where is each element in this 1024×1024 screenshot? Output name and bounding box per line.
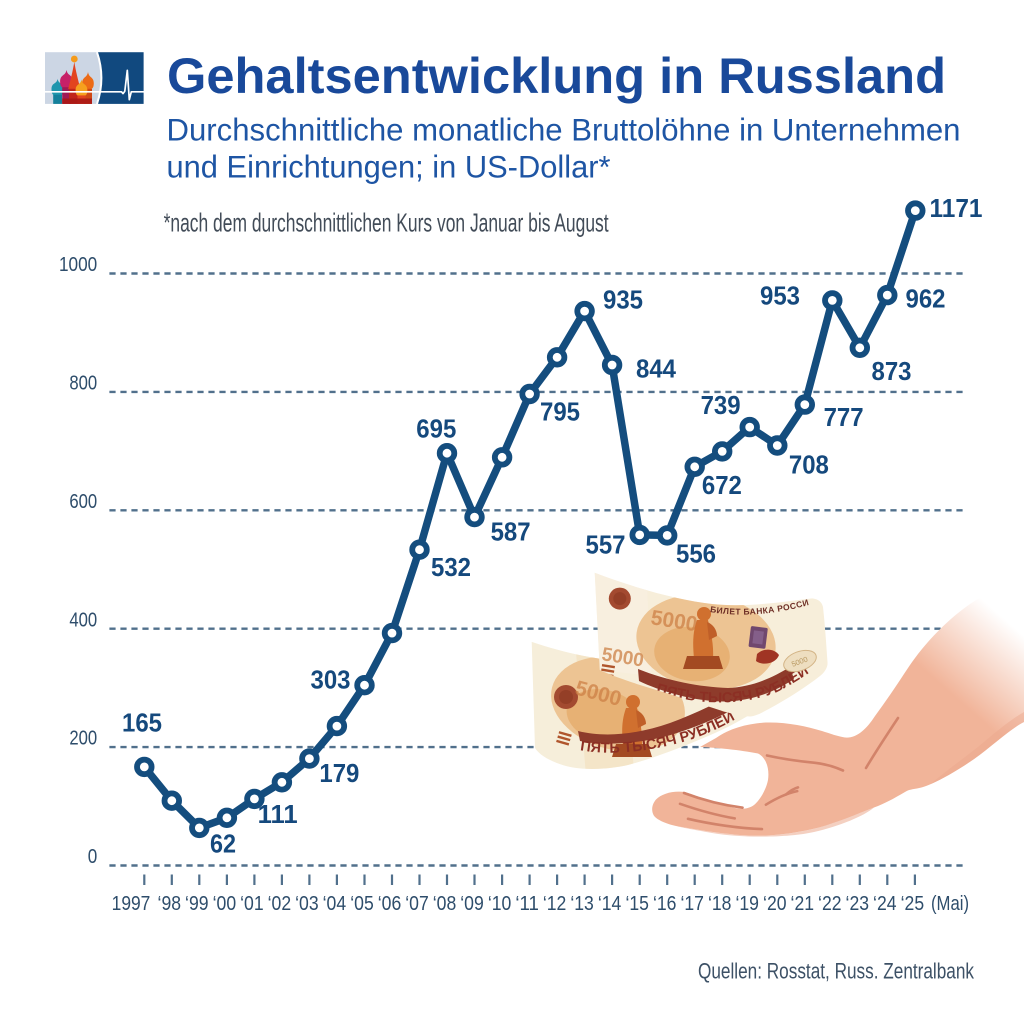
svg-text:1171: 1171 — [930, 193, 983, 223]
svg-text:165: 165 — [122, 707, 162, 737]
svg-text:‘08: ‘08 — [433, 893, 457, 915]
svg-text:‘03: ‘03 — [295, 893, 319, 915]
svg-text:‘20: ‘20 — [763, 893, 787, 915]
svg-text:695: 695 — [416, 414, 456, 444]
svg-text:‘23: ‘23 — [846, 893, 870, 915]
svg-text:‘04: ‘04 — [323, 893, 347, 915]
svg-text:200: 200 — [69, 728, 97, 750]
svg-text:1997: 1997 — [112, 893, 151, 915]
svg-text:303: 303 — [311, 664, 351, 694]
svg-text:(Mai): (Mai) — [931, 893, 969, 915]
svg-text:‘07: ‘07 — [405, 893, 429, 915]
svg-text:935: 935 — [603, 285, 643, 315]
svg-text:‘06: ‘06 — [378, 893, 402, 915]
svg-text:‘02: ‘02 — [268, 893, 292, 915]
svg-text:‘01: ‘01 — [240, 893, 264, 915]
svg-text:179: 179 — [319, 758, 359, 788]
svg-text:‘18: ‘18 — [708, 893, 732, 915]
svg-text:‘19: ‘19 — [735, 893, 759, 915]
svg-text:‘10: ‘10 — [488, 893, 512, 915]
svg-text:556: 556 — [676, 538, 716, 568]
svg-text:‘13: ‘13 — [570, 893, 594, 915]
svg-text:‘25: ‘25 — [901, 893, 925, 915]
svg-text:*nach dem durchschnittlichen K: *nach dem durchschnittlichen Kurs von Ja… — [164, 208, 610, 238]
svg-text:‘22: ‘22 — [818, 893, 842, 915]
svg-text:‘98: ‘98 — [158, 893, 182, 915]
svg-text:‘99: ‘99 — [185, 893, 209, 915]
svg-text:‘14: ‘14 — [598, 893, 622, 915]
svg-text:1000: 1000 — [59, 254, 97, 276]
svg-text:672: 672 — [702, 470, 742, 500]
svg-text:400: 400 — [69, 609, 97, 631]
svg-text:600: 600 — [69, 491, 97, 513]
svg-text:777: 777 — [824, 402, 864, 432]
svg-text:‘00: ‘00 — [213, 893, 237, 915]
svg-text:‘21: ‘21 — [791, 893, 815, 915]
svg-text:111: 111 — [258, 799, 298, 829]
svg-text:‘12: ‘12 — [543, 893, 567, 915]
svg-text:873: 873 — [872, 356, 912, 386]
svg-text:557: 557 — [586, 530, 626, 560]
svg-text:587: 587 — [491, 517, 531, 547]
svg-text:Durchschnittliche monatliche B: Durchschnittliche monatliche Bruttolöhne… — [167, 111, 961, 147]
svg-text:844: 844 — [636, 354, 676, 384]
svg-text:und Einrichtungen; in US-Dolla: und Einrichtungen; in US-Dollar* — [167, 148, 611, 184]
svg-text:953: 953 — [760, 280, 800, 310]
svg-text:962: 962 — [906, 283, 946, 313]
svg-text:708: 708 — [789, 449, 829, 479]
svg-text:0: 0 — [88, 846, 98, 868]
svg-text:739: 739 — [701, 390, 741, 420]
svg-text:800: 800 — [69, 373, 97, 395]
svg-text:‘15: ‘15 — [625, 893, 649, 915]
svg-text:‘24: ‘24 — [873, 893, 897, 915]
svg-text:‘17: ‘17 — [680, 893, 704, 915]
svg-text:‘11: ‘11 — [515, 893, 539, 915]
svg-text:795: 795 — [540, 397, 580, 427]
svg-text:Gehaltsentwicklung in Russland: Gehaltsentwicklung in Russland — [167, 47, 946, 104]
svg-text:532: 532 — [431, 552, 471, 582]
svg-text:‘09: ‘09 — [460, 893, 484, 915]
svg-text:‘16: ‘16 — [653, 893, 677, 915]
svg-text:‘05: ‘05 — [350, 893, 374, 915]
svg-text:62: 62 — [210, 828, 236, 858]
svg-text:Quellen: Rosstat, Russ. Zentra: Quellen: Rosstat, Russ. Zentralbank — [698, 959, 975, 984]
